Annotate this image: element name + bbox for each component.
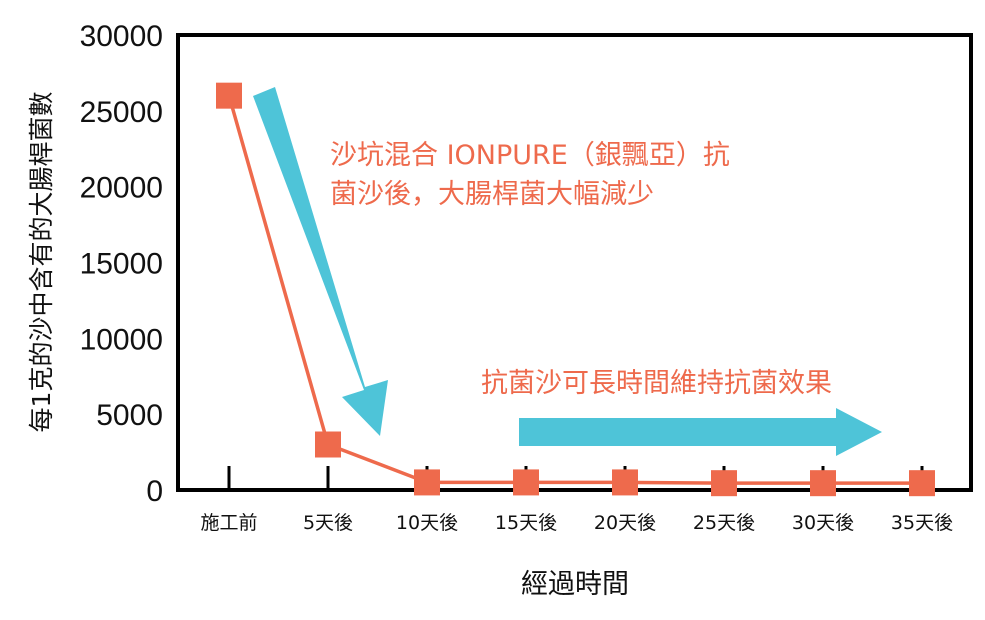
data-point-marker [414,469,440,496]
x-tick-label: 5天後 [303,512,353,534]
y-axis-label: 每1克的沙中含有的大腸桿菌數 [27,92,56,433]
x-axis-ticks: 施工前 5天後 10天後 15天後 20天後 25天後 30天後 35天後 [200,466,953,534]
y-tick-label: 15000 [80,248,163,281]
data-point-marker [810,470,836,497]
data-point-marker [711,470,737,497]
y-tick-label: 10000 [80,323,163,356]
y-tick-label: 30000 [80,20,163,53]
data-point-marker [315,431,341,458]
data-point-marker [513,469,539,496]
plot-frame [176,33,973,492]
series-line [227,95,922,485]
sustain-arrow [519,408,882,456]
series-group [216,82,935,497]
data-point-marker [612,469,638,496]
annotation-sustain: 抗菌沙可長時間維持抗菌效果 [481,368,832,399]
x-tick-label: 15天後 [495,512,557,534]
x-tick-label: 30天後 [792,512,854,534]
x-tick-label: 35天後 [891,512,953,534]
y-axis-ticks: 0 5000 10000 15000 20000 25000 30000 [80,20,163,508]
data-point-marker [216,82,242,109]
decline-arrow [253,87,388,436]
y-tick-label: 20000 [80,172,163,205]
x-tick-label: 25天後 [693,512,755,534]
annotation-decline-line2: 菌沙後，大腸桿菌大幅減少 [330,179,654,210]
annotation-decline-line1: 沙坑混合 IONPURE（銀飄亞）抗 [330,140,730,171]
x-tick-label: 20天後 [594,512,656,534]
x-tick-label: 施工前 [200,512,257,534]
y-tick-label: 25000 [80,96,163,129]
y-tick-label: 0 [146,475,163,508]
x-axis-label: 經過時間 [521,569,629,600]
data-point-marker [909,470,935,497]
x-tick-label: 10天後 [396,512,458,534]
y-tick-label: 5000 [96,399,163,432]
